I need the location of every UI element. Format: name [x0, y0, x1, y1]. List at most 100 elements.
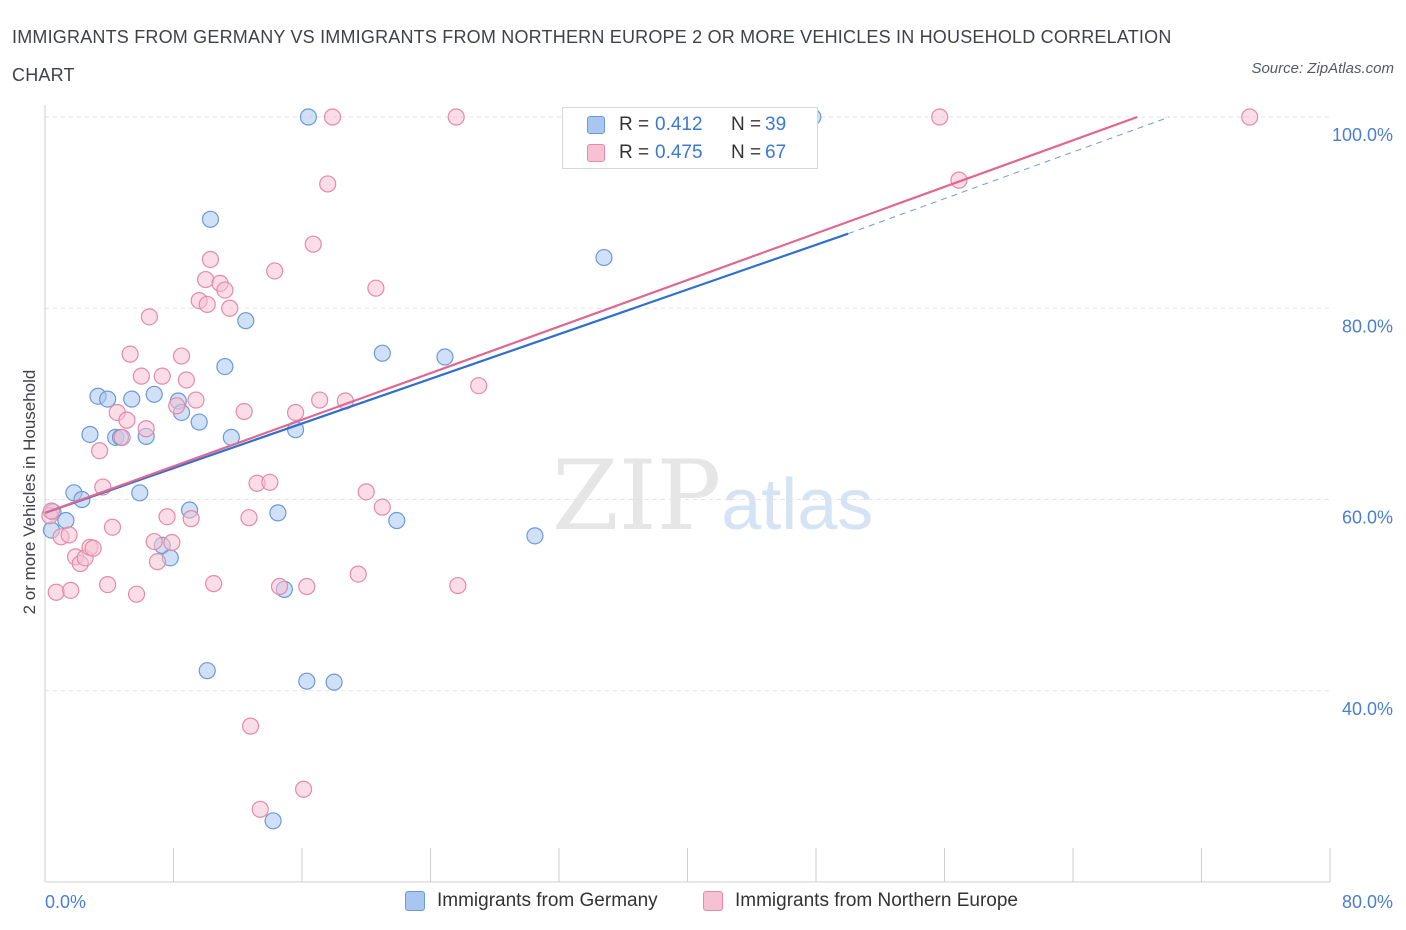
x-tick-label: 0.0%	[45, 892, 86, 912]
point-northern-europe	[357, 483, 375, 501]
watermark-atlas: atlas	[721, 465, 874, 545]
watermark: ZIPatlas	[552, 440, 873, 552]
legend-n-label: N =	[731, 114, 762, 135]
point-northern-europe	[127, 585, 146, 603]
point-northern-europe	[187, 391, 205, 409]
x-tick-label: 80.0%	[1342, 892, 1393, 912]
point-northern-europe	[47, 583, 65, 601]
point-northern-europe	[60, 526, 78, 544]
point-northern-europe	[140, 308, 159, 326]
point-northern-europe	[201, 250, 220, 269]
point-northern-europe	[91, 442, 109, 460]
series-legend-label-northern-europe: Immigrants from Northern Europe	[735, 890, 1018, 911]
point-northern-europe	[295, 780, 313, 798]
point-northern-europe	[132, 367, 150, 385]
y-tick-label: 60.0%	[1342, 508, 1393, 528]
point-germany	[264, 812, 282, 830]
y-tick-label: 100.0%	[1332, 125, 1393, 145]
point-germany	[131, 484, 149, 502]
point-northern-europe	[168, 397, 186, 415]
trendline-germany-extension	[847, 116, 1170, 235]
point-germany	[190, 413, 208, 431]
point-germany	[298, 672, 316, 690]
point-germany	[201, 210, 220, 228]
point-northern-europe	[449, 576, 467, 595]
legend-r-value: 0.412	[655, 114, 703, 135]
legend-swatch-northern-europe	[587, 144, 605, 162]
point-northern-europe	[242, 717, 260, 735]
point-northern-europe	[113, 428, 131, 446]
point-northern-europe	[304, 235, 322, 253]
point-northern-europe	[205, 575, 223, 593]
trendline-northern-europe	[44, 115, 1138, 514]
series-legend-label-germany: Immigrants from Germany	[437, 890, 658, 911]
point-northern-europe	[158, 508, 176, 526]
point-northern-europe	[103, 518, 122, 536]
point-northern-europe	[270, 577, 289, 596]
point-northern-europe	[137, 420, 155, 438]
legend-r-label: R =	[619, 142, 650, 163]
point-northern-europe	[298, 577, 316, 596]
point-northern-europe	[99, 576, 117, 594]
point-germany	[237, 312, 255, 330]
point-germany	[373, 344, 391, 362]
point-northern-europe	[286, 403, 305, 422]
point-northern-europe	[447, 108, 465, 126]
point-germany	[436, 348, 454, 366]
point-germany	[198, 662, 216, 680]
point-germany	[388, 511, 406, 530]
point-northern-europe	[84, 539, 102, 557]
point-germany	[145, 385, 163, 403]
point-germany	[216, 357, 234, 376]
point-northern-europe	[1241, 108, 1259, 126]
watermark-zip: ZIP	[552, 440, 722, 552]
point-northern-europe	[261, 473, 279, 491]
y-tick-label: 80.0%	[1342, 316, 1393, 336]
point-germany	[526, 527, 544, 545]
point-northern-europe	[251, 800, 269, 818]
chart-title: IMMIGRANTS FROM GERMANY VS IMMIGRANTS FR…	[12, 27, 1172, 85]
legend-n-label: N =	[731, 142, 762, 163]
point-northern-europe	[216, 281, 234, 299]
point-germany	[57, 511, 75, 530]
point-northern-europe	[118, 411, 136, 429]
point-northern-europe	[221, 299, 239, 317]
point-northern-europe	[323, 108, 342, 126]
point-germany	[299, 108, 318, 126]
point-northern-europe	[198, 295, 216, 314]
point-northern-europe	[121, 345, 139, 363]
legend-n-value: 67	[765, 142, 787, 163]
legend-swatch-germany	[587, 116, 605, 134]
point-northern-europe	[145, 532, 163, 551]
trendline-germany	[44, 232, 849, 514]
point-northern-europe	[62, 581, 80, 599]
stats-legend: R = 0.412 N = 39 R = 0.475 N = 67	[562, 107, 818, 169]
point-germany	[269, 504, 287, 522]
point-northern-europe	[373, 498, 391, 516]
series-legend-swatch-northern-europe	[703, 891, 723, 911]
point-northern-europe	[148, 553, 167, 571]
point-northern-europe	[931, 108, 949, 126]
point-northern-europe	[240, 509, 258, 527]
point-germany	[123, 390, 141, 408]
point-germany	[595, 248, 613, 267]
point-northern-europe	[311, 391, 329, 409]
point-northern-europe	[349, 565, 367, 583]
point-northern-europe	[177, 371, 195, 389]
point-germany	[99, 390, 117, 408]
point-northern-europe	[163, 533, 181, 552]
point-germany	[81, 425, 99, 444]
point-northern-europe	[197, 270, 215, 289]
legend-r-label: R =	[619, 114, 650, 135]
point-northern-europe	[172, 347, 191, 365]
legend-r-value: 0.475	[655, 142, 703, 163]
legend-n-value: 39	[765, 114, 787, 135]
point-northern-europe	[319, 175, 337, 193]
y-tick-label: 40.0%	[1342, 699, 1393, 719]
point-northern-europe	[153, 367, 171, 385]
point-germany	[325, 673, 343, 691]
point-northern-europe	[266, 262, 284, 280]
point-northern-europe	[470, 377, 488, 395]
chart-source: Source: ZipAtlas.com	[1251, 60, 1394, 77]
